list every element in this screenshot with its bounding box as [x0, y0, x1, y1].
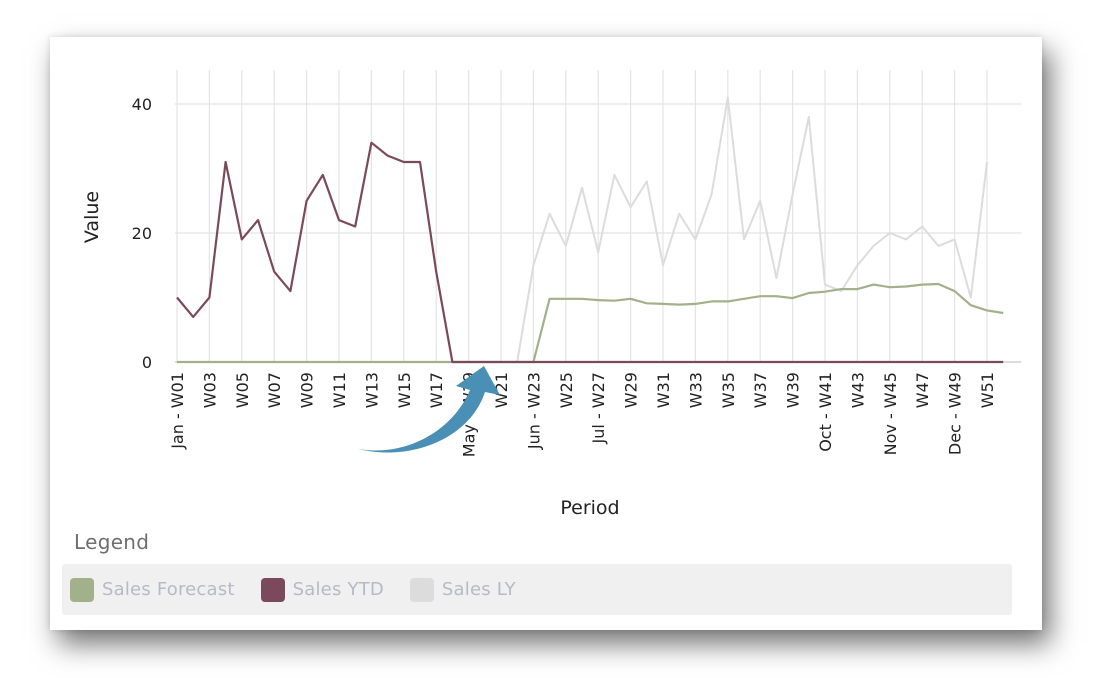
x-axis-label: Period [560, 497, 619, 519]
series-line-sales-ytd [176, 141, 1004, 364]
y-axis-ticks: 0 20 40 [132, 95, 152, 372]
x-tick-label: W13 [362, 372, 381, 408]
y-axis-label: Value [81, 191, 103, 243]
x-tick-label: W17 [427, 372, 446, 408]
legend-label: Sales Forecast [102, 579, 235, 600]
series-line-sales-ly [177, 96, 988, 363]
legend-label: Sales YTD [292, 579, 384, 600]
legend-swatch [260, 577, 285, 602]
x-tick-label: W51 [978, 372, 997, 408]
x-tick-label: Oct - W41 [816, 372, 835, 452]
y-tick-label: 20 [132, 224, 152, 243]
x-tick-label: W39 [784, 372, 803, 408]
legend-item-sales-forecast[interactable]: Sales Forecast [70, 577, 235, 602]
series-lines [176, 96, 1004, 364]
x-tick-label: W05 [233, 372, 252, 408]
legend-item-sales-ly[interactable]: Sales LY [409, 577, 516, 602]
chart-card [50, 37, 1042, 630]
x-tick-label: Jun - W23 [524, 372, 543, 450]
x-tick-label: W07 [265, 372, 284, 408]
legend-item-sales-ytd[interactable]: Sales YTD [260, 577, 384, 602]
curved-arrow-icon [358, 366, 500, 453]
x-tick-label: W15 [395, 372, 414, 408]
x-tick-label: W37 [751, 372, 770, 408]
x-tick-label: W09 [298, 372, 317, 408]
legend-swatch [409, 577, 434, 602]
x-tick-label: W43 [848, 372, 867, 408]
legend: Sales Forecast Sales YTD Sales LY [62, 564, 1012, 615]
x-tick-label: Jul - W27 [589, 372, 608, 444]
x-tick-label: Nov - W45 [881, 372, 900, 455]
x-tick-label: W21 [492, 372, 511, 408]
x-tick-label: W29 [622, 372, 641, 408]
x-axis-ticks: Jan - W01W03W05W07W09W11W13W15W17May - W… [168, 372, 997, 457]
legend-label: Sales LY [441, 579, 516, 600]
legend-title: Legend [74, 530, 150, 554]
x-tick-label: Dec - W49 [946, 372, 965, 455]
x-tick-label: W25 [557, 372, 576, 408]
y-tick-label: 0 [142, 353, 152, 372]
y-tick-label: 40 [132, 95, 152, 114]
x-tick-label: W47 [913, 372, 932, 408]
x-tick-label: W33 [686, 372, 705, 408]
x-tick-label: W03 [200, 372, 219, 408]
x-tick-label: W11 [330, 372, 349, 408]
x-tick-label: Jan - W01 [168, 372, 187, 450]
series-line-sales-forecast [177, 282, 1004, 364]
legend-swatch [70, 577, 94, 602]
x-tick-label: W35 [719, 372, 738, 408]
x-tick-label: W31 [654, 372, 673, 408]
grid [175, 70, 1022, 363]
